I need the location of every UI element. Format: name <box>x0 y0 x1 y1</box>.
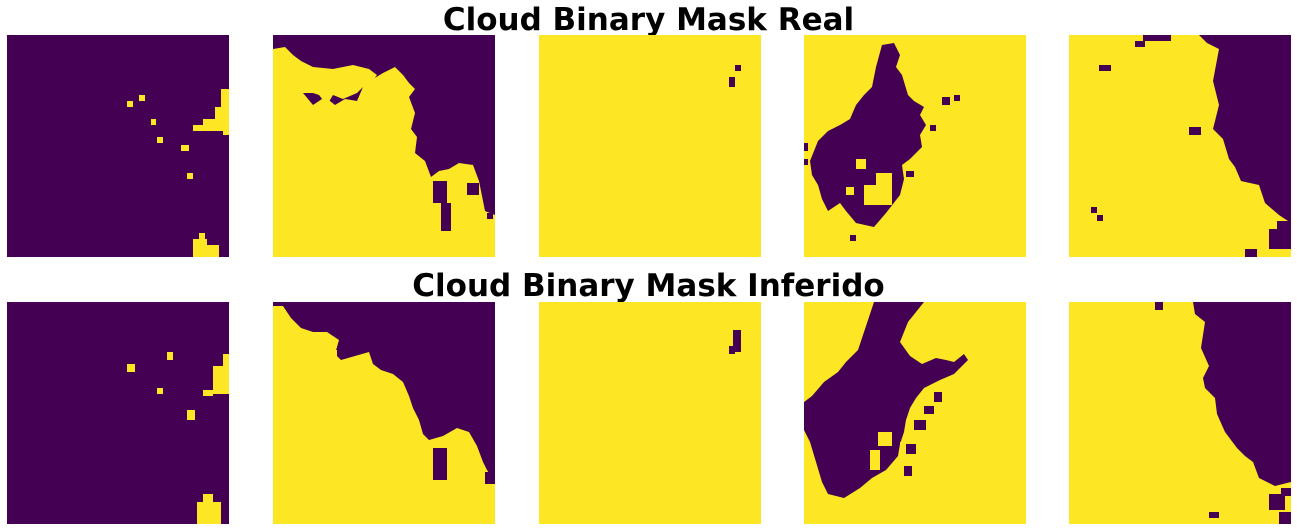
cloud-holes <box>870 432 910 470</box>
row-title-inferido: Cloud Binary Mask Inferido <box>412 268 885 304</box>
clear-regions <box>729 330 741 354</box>
mask-real-1 <box>7 35 229 257</box>
mask-real-4 <box>804 35 1026 257</box>
mask-inferido-1 <box>7 302 229 524</box>
clear-region <box>1193 302 1291 486</box>
mask-inferido-3 <box>539 302 761 524</box>
mask-inferido-5 <box>1069 302 1291 524</box>
mask-real-2 <box>273 35 495 257</box>
mask-base <box>7 302 229 524</box>
clear-specks <box>1155 302 1291 524</box>
clear-regions <box>729 65 741 87</box>
clear-specks <box>804 95 960 241</box>
cloud-holes <box>846 159 892 205</box>
clear-holes <box>433 448 495 484</box>
cloud-islands <box>309 336 337 362</box>
row-title-real: Cloud Binary Mask Real <box>442 2 855 38</box>
mask-inferido-4 <box>804 302 1026 524</box>
mask-base <box>7 35 229 257</box>
clear-holes <box>433 75 493 231</box>
mask-inferido-2 <box>273 302 495 524</box>
mask-base <box>539 302 761 524</box>
clear-specks <box>1091 35 1291 257</box>
cloud-regions <box>127 352 229 524</box>
clear-region <box>1199 35 1291 223</box>
clear-region <box>804 302 968 498</box>
clear-specks <box>904 392 942 476</box>
mask-real-3 <box>539 35 761 257</box>
clear-region <box>810 43 926 227</box>
cloud-region <box>273 47 495 257</box>
mask-real-5 <box>1069 35 1291 257</box>
mask-base <box>539 35 761 257</box>
cloud-regions <box>127 89 229 257</box>
